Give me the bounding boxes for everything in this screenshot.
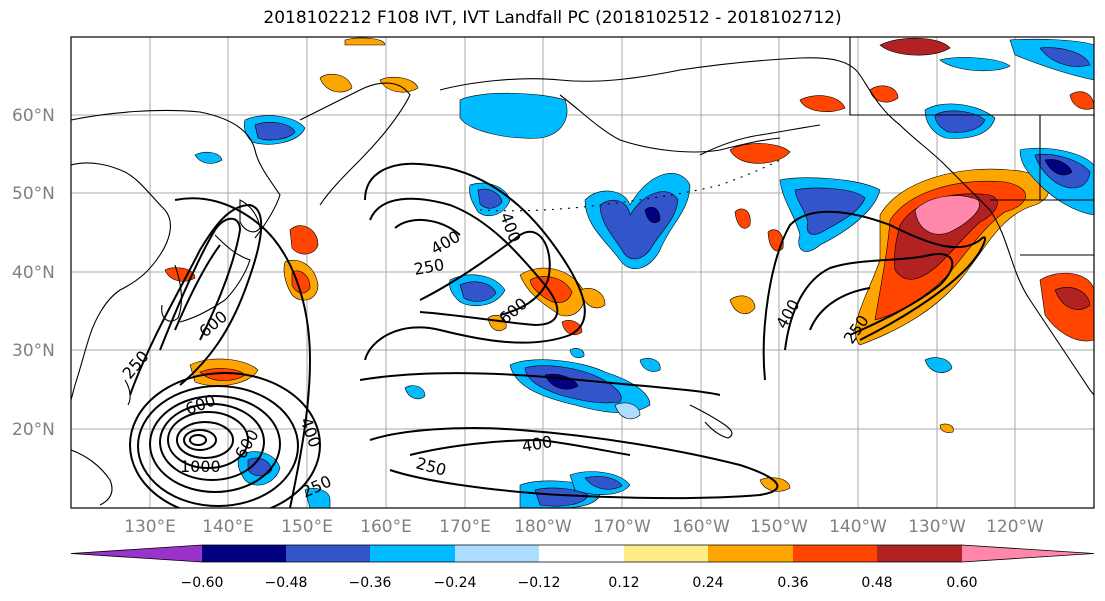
colorbar-swatch [539, 545, 624, 562]
lon-label: 150°W [750, 517, 808, 537]
ivt-contours [129, 162, 986, 508]
latitude-labels: 60°N 50°N 40°N 30°N 20°N [12, 106, 55, 440]
lat-label-60n: 60°N [12, 106, 55, 126]
colorbar-swatch [71, 545, 202, 562]
longitude-labels: 130°E 140°E 150°E 160°E 170°E 180°W 170°… [124, 517, 1044, 537]
colorbar-ticks: −0.60 −0.48 −0.36 −0.24 −0.12 0.12 0.24 … [181, 575, 978, 591]
colorbar-swatch [708, 545, 793, 562]
lat-label-20n: 20°N [12, 420, 55, 440]
colorbar-swatch [793, 545, 877, 562]
colorbar-swatch [455, 545, 539, 562]
lat-label-30n: 30°N [12, 341, 55, 361]
lat-label-40n: 40°N [12, 263, 55, 283]
colorbar-tick-label: 0.36 [777, 575, 808, 591]
lat-label-50n: 50°N [12, 184, 55, 204]
lon-label: 150°E [281, 517, 333, 537]
lon-label: 160°W [672, 517, 730, 537]
colorbar-tick-label: −0.12 [518, 575, 561, 591]
colorbar-outline [70, 544, 1095, 563]
lon-label: 130°E [124, 517, 176, 537]
colorbar-tick-label: −0.36 [349, 575, 392, 591]
colorbar-swatch [962, 545, 1094, 562]
colorbar-tick-label: 0.12 [608, 575, 639, 591]
lon-label: 140°W [829, 517, 887, 537]
colorbar-tick-label: 0.60 [946, 575, 977, 591]
map-border [70, 36, 1095, 509]
colorbar-swatch [202, 545, 286, 562]
colorbar-swatch [370, 545, 455, 562]
colorbar-tick-label: −0.48 [265, 575, 308, 591]
colorbar-tick-label: −0.24 [434, 575, 477, 591]
colorbar-tick-label: 0.24 [692, 575, 723, 591]
colorbar-swatch [286, 545, 370, 562]
lon-label: 170°E [439, 517, 491, 537]
colorbar-swatch [877, 545, 962, 562]
colorbar-tick-label: −0.60 [181, 575, 224, 591]
contour-label: 1000 [180, 457, 221, 476]
lon-label: 140°E [202, 517, 254, 537]
ivt-anomaly-fills [164, 37, 1094, 508]
lon-label: 180°W [514, 517, 572, 537]
lon-label: 160°E [360, 517, 412, 537]
map-title: 2018102212 F108 IVT, IVT Landfall PC (20… [263, 8, 842, 28]
coastlines [71, 37, 1094, 506]
colorbar-swatch [624, 545, 708, 562]
colorbar-tick-label: 0.48 [861, 575, 892, 591]
lon-label: 170°W [593, 517, 651, 537]
lon-label: 130°W [908, 517, 966, 537]
colorbar [70, 544, 1095, 563]
lon-label: 120°W [986, 517, 1044, 537]
